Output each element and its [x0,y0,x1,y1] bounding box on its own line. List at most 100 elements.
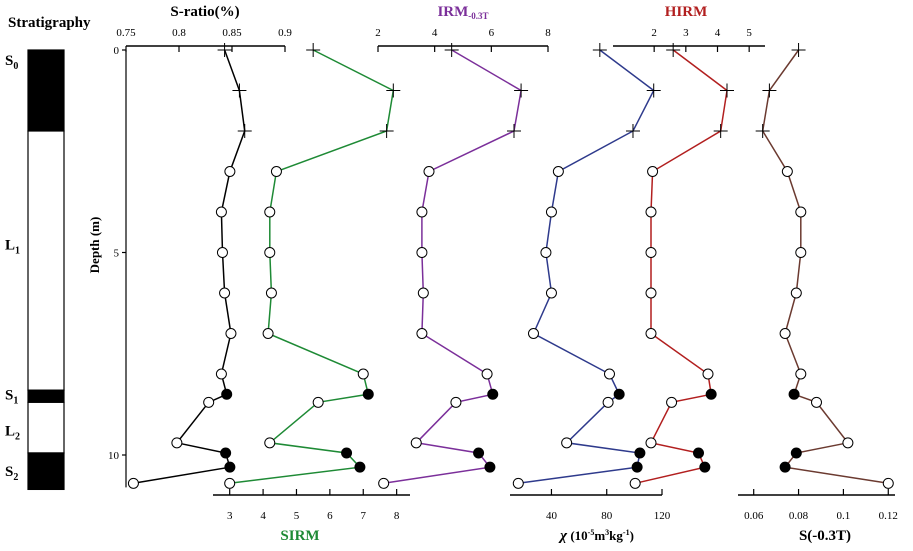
data-point-open [262,328,274,339]
panel-axis-tick-label: 5 [294,510,300,522]
data-point-open [416,247,428,258]
panel-title-unit: m [594,528,605,543]
panel-axis-tick-label: 6 [327,510,333,522]
data-point-open [270,166,282,177]
data-point-filled [220,447,232,459]
panel-axis-tick-label: 4 [432,27,438,39]
data-point-open [790,287,802,299]
data-point-open [882,477,894,489]
unit-label-sub: 0 [13,61,18,72]
data-point-open [481,368,493,380]
data-point-open [645,247,657,258]
data-point-open [215,206,227,218]
data-point-filled [221,388,233,400]
data-point-open [629,477,641,489]
panel-series-line [133,49,246,485]
panel-title: S-ratio(%) [170,4,239,20]
data-point-open [645,437,657,449]
unit-block-l2 [27,401,65,454]
unit-label-l2: L2 [5,424,20,443]
data-point-open [216,247,228,258]
panel-series-line [518,49,655,485]
data-point-filled [487,388,499,400]
panel-title-exp: -5 [588,528,595,537]
data-point-open [416,206,428,218]
data-point-open [545,206,557,218]
panel-title-unit: kg [609,528,623,543]
data-point-open [264,206,276,218]
panel-title-main: IRM [437,4,468,20]
data-point-open [265,287,277,299]
panel-4: 2 3 4 5 HIRM [613,4,765,489]
panel-title-chi: χ [558,528,568,544]
panel-axis-tick-label: 0.8 [172,27,186,39]
data-point-open [561,437,573,449]
panel-axis-tick-label: 7 [361,510,367,522]
panel-axis-tick-label: 0.08 [789,510,809,522]
depth-tick-label: 5 [114,248,120,260]
data-point-open [666,396,678,408]
data-point-open [410,437,422,449]
unit-block-s1 [27,389,65,403]
panel-axis-tick-label: 2 [375,27,381,39]
data-point-open [545,287,557,299]
unit-label-main: S [5,387,13,403]
panel-axis-tick-label: 0.1 [837,510,851,522]
panel-axis-tick-label: 40 [546,510,558,522]
data-point-open [171,437,183,449]
data-point-open [540,247,552,258]
panel-title-exp: -1 [623,528,630,537]
panel-title: χ (10-5m3kg-1) [558,528,634,544]
data-point-open [224,166,236,177]
unit-label-sub: 1 [15,245,20,256]
data-point-open [702,368,714,380]
data-point-filled [790,447,802,459]
data-point-open [602,396,614,408]
panel-axis-tick-label: 0.9 [278,27,292,39]
data-point-open [552,166,564,177]
unit-label-main: L [5,424,15,440]
data-point-open [811,396,822,408]
data-point-filled [631,461,643,473]
unit-label-s2: S2 [5,464,18,483]
unit-label-sub: 2 [13,472,18,483]
panel-axis-tick-label: 120 [654,510,671,522]
data-point-open [512,477,524,489]
data-point-open [203,396,215,408]
data-point-open [219,287,231,299]
data-point-filled [224,461,236,473]
data-point-open [264,247,276,258]
data-point-filled [699,461,711,473]
stratigraphy-title: Stratigraphy [8,15,91,31]
unit-block-s2 [27,452,65,491]
data-point-filled [354,461,366,473]
data-point-open [781,166,793,177]
data-point-open [779,328,791,339]
unit-label-main: L [5,237,15,253]
data-point-open [225,328,237,339]
panel-series-line [761,49,889,485]
data-point-filled [613,388,625,400]
unit-label-l1: L1 [5,237,20,256]
data-point-open [795,247,807,258]
panel-title-unit: (10 [567,528,588,543]
data-point-open [527,328,539,339]
data-point-filled [473,447,485,459]
panel-5: 0.06 0.08 0.1 0.12 S(-0.3T) [738,43,898,544]
data-point-open [795,368,807,380]
depth-axis: 0 5 10 Depth (m) [87,45,127,488]
panel-axis-tick-label: 5 [746,27,752,39]
data-point-filled [362,388,374,400]
panel-title-sub: -0.3T [468,11,488,21]
data-point-open [645,206,657,218]
panel-title: IRM-0.3T [437,4,488,21]
data-point-filled [788,388,800,400]
panel-axis-tick-label: 3 [227,510,233,522]
data-point-open [795,206,807,218]
unit-block-l1 [27,130,65,391]
panel-series-line [635,49,728,485]
data-point-open [416,328,428,339]
depth-tick-label: 0 [114,45,120,57]
unit-label-s1: S1 [5,387,18,406]
